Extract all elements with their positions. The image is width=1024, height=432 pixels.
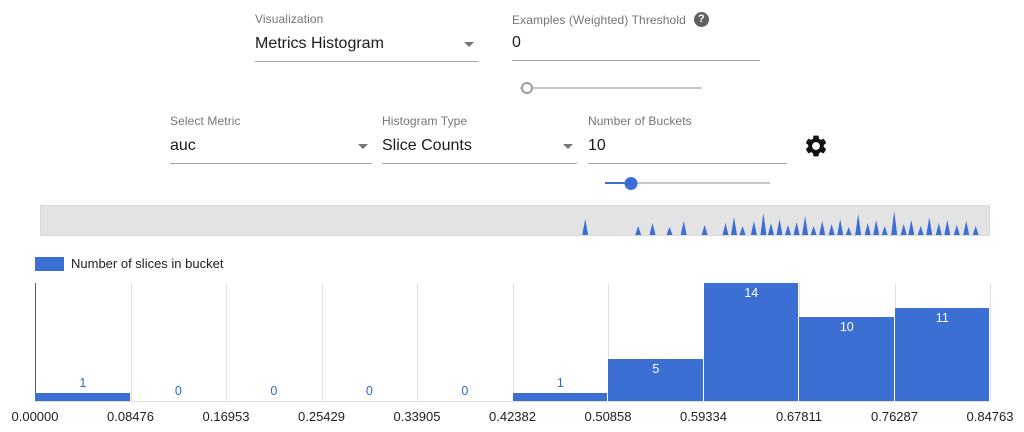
- threshold-slider[interactable]: [520, 81, 702, 95]
- x-tick-label: 0.16953: [202, 409, 250, 424]
- slider-track: [520, 87, 702, 89]
- x-tick-label: 0.00000: [11, 409, 59, 424]
- threshold-slider-handle[interactable]: [521, 82, 534, 94]
- histogram-bar[interactable]: [35, 392, 130, 401]
- gridline: [130, 283, 132, 401]
- slider-track: [605, 182, 770, 184]
- x-tick-label: 0.67811: [775, 409, 823, 424]
- bar-value-label: 0: [174, 384, 182, 398]
- chevron-down-icon: [464, 41, 474, 47]
- histogram-bar[interactable]: [894, 308, 989, 401]
- num-buckets-field[interactable]: Number of Buckets 10: [588, 114, 787, 164]
- histogram-bar[interactable]: [608, 358, 703, 401]
- select-metric-value: auc: [170, 137, 196, 154]
- x-axis-labels: 0.00000 0.08476 0.16953 0.25429 0.33905 0.423…: [12, 409, 1014, 427]
- chevron-down-icon: [563, 143, 573, 149]
- histogram-type-value: Slice Counts: [382, 137, 472, 154]
- gridline: [608, 283, 609, 401]
- x-tick-label: 0.50858: [584, 409, 632, 424]
- legend-swatch: [35, 256, 64, 271]
- x-tick-label: 0.33905: [393, 409, 441, 424]
- select-metric-label: Select Metric: [170, 114, 241, 128]
- histogram-bar[interactable]: [799, 316, 894, 401]
- slider-active-track: [605, 182, 632, 184]
- num-buckets-slider[interactable]: [605, 176, 770, 190]
- visualization-label: Visualization: [255, 12, 324, 26]
- gridline: [226, 283, 227, 401]
- bar-value-label: 14: [744, 286, 759, 300]
- histogram-bar[interactable]: [512, 392, 607, 401]
- select-metric-dropdown[interactable]: Select Metric auc: [170, 114, 372, 164]
- gridline: [321, 283, 323, 401]
- gridline: [512, 283, 514, 401]
- overview-strip-svg: [582, 211, 979, 235]
- gridline: [417, 283, 418, 401]
- x-tick-label: 0.42382: [489, 409, 536, 424]
- bar-value-label: 0: [461, 384, 469, 398]
- gear-icon: [805, 135, 827, 157]
- bar-value-label: 11: [935, 311, 949, 326]
- visualization-dropdown[interactable]: Visualization Metrics Histogram: [255, 12, 478, 62]
- threshold-field[interactable]: Examples (Weighted) Threshold ? 0: [512, 12, 760, 61]
- histogram-type-dropdown[interactable]: Histogram Type Slice Counts: [382, 114, 577, 164]
- x-tick-label: 0.76287: [871, 409, 918, 424]
- legend-label: Number of slices in bucket: [71, 256, 224, 271]
- threshold-label: Examples (Weighted) Threshold: [512, 12, 686, 27]
- num-buckets-value: 10: [588, 137, 606, 154]
- bar-value-label: 10: [839, 319, 854, 334]
- legend: Number of slices in bucket: [35, 256, 223, 271]
- bar-value-label: 0: [365, 384, 373, 398]
- bar-value-label: 1: [79, 375, 87, 390]
- histogram-plot: 1 0 0 0 0 1 5 14 10 11: [35, 283, 991, 402]
- num-buckets-label: Number of Buckets: [588, 114, 692, 128]
- overview-strip[interactable]: [40, 205, 990, 236]
- bar-value-label: 5: [652, 361, 660, 376]
- num-buckets-slider-handle[interactable]: [624, 177, 638, 190]
- threshold-value: 0: [512, 34, 521, 51]
- help-icon[interactable]: ?: [693, 12, 709, 27]
- x-tick-label: 0.59334: [680, 409, 727, 424]
- y-axis-line: [35, 283, 36, 401]
- gridline: [990, 283, 991, 401]
- x-tick-label: 0.08476: [107, 409, 154, 424]
- x-tick-label: 0.84763: [966, 409, 1014, 424]
- settings-gear-icon[interactable]: [803, 133, 829, 164]
- histogram-bar[interactable]: [703, 283, 798, 401]
- x-tick-label: 0.25429: [298, 409, 345, 424]
- bar-value-label: 1: [556, 375, 564, 390]
- histogram-type-label: Histogram Type: [382, 114, 468, 128]
- bar-value-label: 0: [270, 384, 278, 398]
- visualization-value: Metrics Histogram: [255, 35, 384, 52]
- chevron-down-icon: [358, 143, 368, 149]
